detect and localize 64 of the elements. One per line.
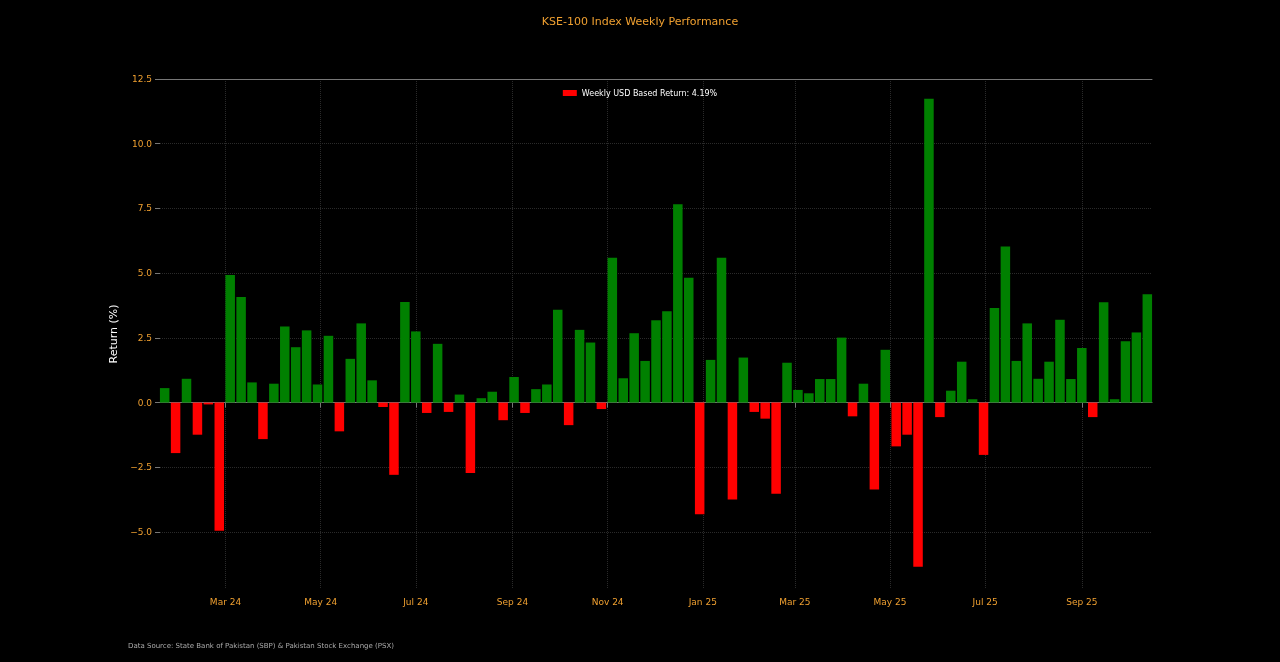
x-tick-label: Mar 25 xyxy=(779,596,811,607)
x-tick-label: Mar 24 xyxy=(209,596,242,607)
bar xyxy=(1087,402,1098,418)
bar xyxy=(869,402,880,490)
x-tick-label: May 24 xyxy=(304,596,338,607)
bar xyxy=(924,98,934,403)
bar xyxy=(738,357,749,403)
bar xyxy=(694,402,705,515)
bar xyxy=(935,402,945,418)
bar xyxy=(836,337,847,403)
bar xyxy=(727,402,738,500)
bar xyxy=(847,402,858,417)
x-tick-label: Nov 24 xyxy=(591,596,624,607)
bar xyxy=(454,394,465,403)
bar xyxy=(432,343,443,403)
y-tick-label: 10.0 xyxy=(131,138,153,149)
y-tick-label: 12.5 xyxy=(131,74,152,84)
bar xyxy=(1142,294,1153,403)
chart-title: KSE-100 Index Weekly Performance xyxy=(541,15,739,28)
bar xyxy=(498,402,508,421)
bar xyxy=(574,329,585,403)
y-tick-label: −2.5 xyxy=(130,462,152,473)
y-tick-label: −5.0 xyxy=(130,527,153,538)
legend-label: Weekly USD Based Return: 4.19% xyxy=(581,88,718,98)
bar xyxy=(465,402,476,474)
bar xyxy=(181,378,192,403)
bar xyxy=(443,402,454,412)
x-tick-label: Sep 24 xyxy=(496,596,529,607)
bar xyxy=(312,384,323,403)
bar xyxy=(214,402,225,531)
bar xyxy=(159,388,170,403)
bar xyxy=(301,330,312,403)
x-tick-label: Jul 25 xyxy=(971,596,998,607)
bar xyxy=(716,257,727,403)
bar xyxy=(880,349,891,403)
bar xyxy=(258,402,268,440)
bar xyxy=(858,383,869,403)
y-tick-label: 0.0 xyxy=(137,397,153,408)
bar xyxy=(563,402,574,426)
bar xyxy=(1109,399,1120,403)
y-tick-label: 7.5 xyxy=(137,203,152,214)
bar xyxy=(585,342,596,403)
bar xyxy=(170,402,181,454)
bar xyxy=(421,402,432,413)
bar xyxy=(334,402,345,432)
bar xyxy=(1000,246,1011,403)
bar xyxy=(989,308,1000,403)
x-tick-label: Jul 24 xyxy=(402,596,429,607)
x-tick-label: Sep 25 xyxy=(1066,596,1098,607)
bar xyxy=(323,335,334,403)
bar xyxy=(1131,332,1142,403)
bar xyxy=(978,402,989,455)
x-tick-label: May 25 xyxy=(873,596,907,607)
bar xyxy=(192,402,203,435)
bar xyxy=(1120,341,1131,403)
y-tick-label: 5.0 xyxy=(137,268,153,279)
bar xyxy=(967,399,978,403)
y-tick-label: 2.5 xyxy=(137,332,152,343)
y-axis-title: Return (%) xyxy=(107,304,121,364)
bar xyxy=(509,376,519,403)
bar xyxy=(520,402,530,413)
bar xyxy=(1098,302,1109,403)
x-tick-label: Jan 25 xyxy=(687,596,717,607)
bar xyxy=(705,359,716,403)
